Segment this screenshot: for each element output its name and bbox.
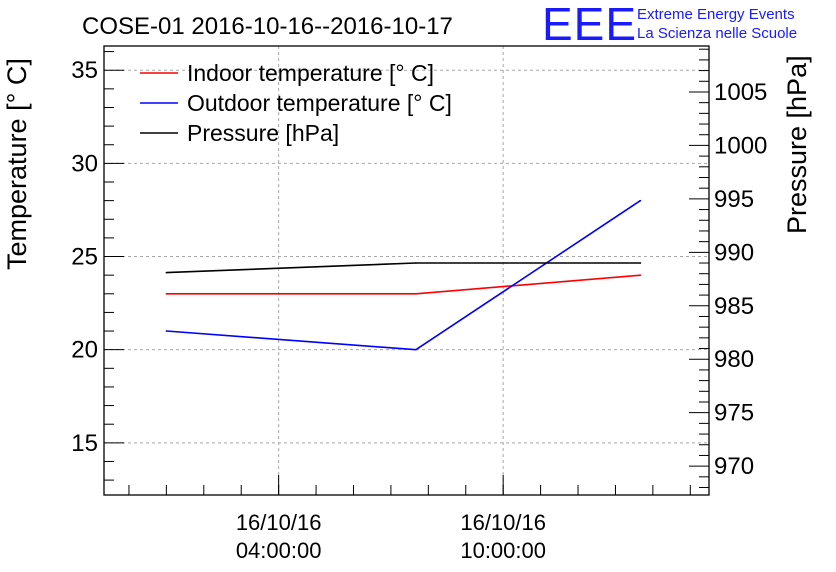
logo-mark: EEE <box>542 0 637 50</box>
data-point <box>639 199 642 202</box>
y-right-tick-label: 995 <box>714 186 754 213</box>
y-left-axis-label: Temperature [° C] <box>2 58 32 270</box>
chart-title: COSE-01 2016-10-16--2016-10-17 <box>82 13 453 40</box>
left-axis: 15 20 25 30 35 <box>71 51 124 481</box>
pressure-line <box>166 262 641 274</box>
y-right-tick-label: 980 <box>714 346 754 373</box>
data-point <box>165 330 168 332</box>
data-point <box>415 348 417 351</box>
data-point <box>415 292 417 295</box>
indoor-temperature-line <box>166 274 641 295</box>
legend-label: Indoor temperature [° C] <box>187 60 434 86</box>
y-left-tick-label: 30 <box>71 150 98 177</box>
legend-label: Pressure [hPa] <box>187 120 339 146</box>
data-point <box>639 262 642 264</box>
y-right-tick-label: 990 <box>714 239 754 266</box>
series-layer <box>165 199 642 351</box>
y-right-tick-label: 1000 <box>714 132 767 159</box>
x-tick-label-time: 04:00:00 <box>236 538 322 563</box>
outdoor-temperature-line <box>166 199 641 351</box>
legend: Indoor temperature [° C] Outdoor temperat… <box>140 60 452 146</box>
y-left-tick-label: 25 <box>71 244 98 271</box>
data-point <box>165 292 168 295</box>
eee-logo: EEE Extreme Energy Events La Scienza nel… <box>542 0 797 50</box>
y-left-tick-label: 20 <box>71 337 98 364</box>
plot-frame <box>103 45 710 496</box>
legend-label: Outdoor temperature [° C] <box>187 90 452 116</box>
data-point <box>639 274 642 276</box>
x-tick-label-date: 16/10/16 <box>460 510 546 535</box>
right-axis: 970 975 980 985 990 995 1000 1005 <box>689 48 767 489</box>
y-right-tick-label: 1005 <box>714 79 767 106</box>
data-point <box>415 262 417 264</box>
y-right-axis-label: Pressure [hPa] <box>782 55 812 234</box>
logo-line-1: Extreme Energy Events <box>637 6 795 23</box>
y-left-tick-label: 15 <box>71 430 98 457</box>
y-right-tick-label: 970 <box>714 453 754 480</box>
y-right-tick-label: 975 <box>714 400 754 427</box>
x-axis: 16/10/16 04:00:00 16/10/16 10:00:00 <box>128 475 691 563</box>
logo-line-2: La Scienza nelle Scuole <box>637 25 797 42</box>
y-right-tick-label: 985 <box>714 293 754 320</box>
y-left-tick-label: 35 <box>71 57 98 84</box>
x-tick-label-date: 16/10/16 <box>236 510 322 535</box>
data-point <box>165 271 168 274</box>
x-tick-label-time: 10:00:00 <box>460 538 546 563</box>
